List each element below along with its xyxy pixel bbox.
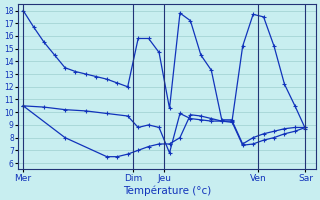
X-axis label: Température (°c): Température (°c) (123, 185, 211, 196)
